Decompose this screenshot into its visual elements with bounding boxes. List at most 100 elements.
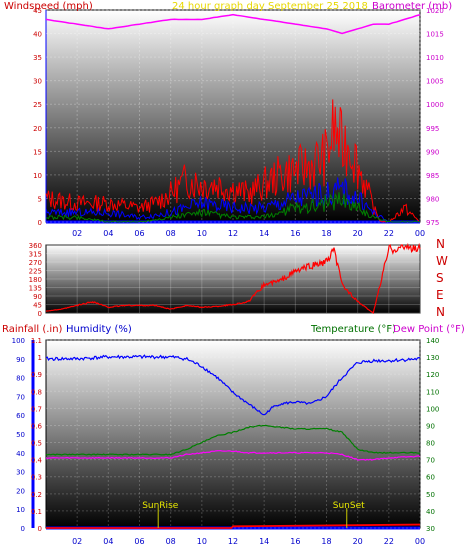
barometer-tick-label: 1005 [426,78,444,86]
windspeed-tick-label: 35 [33,54,42,62]
humidity-series-line [45,354,421,416]
temp-x-tick-label: 18 [321,537,331,546]
windspeed-tick-label: 0 [38,219,42,227]
temperature-tick-label: 140 [426,337,439,345]
wind-x-tick-label: 02 [72,229,82,238]
barometer-tick-label: 985 [426,172,439,180]
compass-label-s: S [436,271,444,285]
direction-tick-label: 225 [29,268,42,276]
barometer-tick-label: 1000 [426,101,444,109]
temperature-tick-label: 120 [426,371,439,379]
wind-x-tick-label: 16 [290,229,300,238]
temperature-tick-label: 90 [426,422,435,430]
direction-tick-label: 135 [29,285,42,293]
direction-tick-label: 360 [29,242,42,250]
temp-x-tick-label: 16 [290,537,300,546]
wind-series-line-gust [45,99,421,223]
barometer-tick-label: 975 [426,219,439,227]
humidity-axis-label: Humidity (%) [66,324,132,335]
rainfall-tick-label: 0.5 [31,440,42,448]
wind-x-tick-label: 06 [134,229,144,238]
wind-x-tick-label: 12 [228,229,238,238]
temperature-tick-label: 50 [426,491,435,499]
wind-x-tick-label: 00 [415,229,425,238]
temperature-tick-label: 70 [426,457,435,465]
wind-x-tick-label: 18 [321,229,331,238]
temp-x-tick-label: 22 [384,537,394,546]
temp-x-tick-label: 04 [103,537,113,546]
direction-tick-label: 315 [29,251,42,259]
wind-x-tick-label: 14 [259,229,269,238]
temperature-tick-label: 30 [426,525,435,533]
barometer-tick-label: 990 [426,148,439,156]
wind-chart-title: 24 hour graph day September 25 2018 [172,1,368,12]
direction-tick-label: 90 [33,293,42,301]
compass-label-e: E [436,288,444,302]
compass-label-n-bottom: N [436,305,445,319]
barometer-tick-label: 1020 [426,7,444,15]
compass-label-n-top: N [436,237,445,251]
windspeed-tick-label: 5 [38,195,42,203]
windspeed-tick-label: 15 [33,148,42,156]
rainfall-tick-label: 0.3 [31,474,42,482]
rainfall-series-line [46,523,421,529]
humidity-tick-label: 40 [16,450,25,458]
wind-x-tick-label: 20 [353,229,363,238]
barometer-tick-label: 1010 [426,54,444,62]
rainfall-tick-label: 0.8 [31,388,42,396]
temperature-series-line [45,424,421,456]
humidity-tick-label: 0 [21,525,25,533]
humidity-tick-label: 80 [16,375,25,383]
direction-tick-label: 45 [33,302,42,310]
temperature-tick-label: 80 [426,440,435,448]
rainfall-tick-label: 0.7 [31,405,42,413]
temp-x-tick-label: 12 [228,537,238,546]
windspeed-tick-label: 45 [33,7,42,15]
humidity-tick-label: 100 [12,337,25,345]
temp-x-tick-label: 00 [415,537,425,546]
barometer-axis-label: Barometer (mb) [372,1,452,12]
barometer-series-line [45,13,421,35]
temp-x-tick-label: 02 [72,537,82,546]
rainfall-tick-label: 0.9 [31,371,42,379]
temp-x-tick-label: 08 [166,537,176,546]
humidity-tick-label: 90 [16,356,25,364]
rainfall-tick-label: 0.6 [31,422,43,430]
compass-label-w: W [436,254,448,268]
barometer-tick-label: 995 [426,125,439,133]
humidity-tick-label: 10 [16,506,25,514]
windspeed-tick-label: 20 [33,125,42,133]
temperature-tick-label: 40 [426,508,435,516]
humidity-tick-label: 20 [16,487,25,495]
wind-series-line-low [45,192,421,223]
windspeed-tick-label: 30 [33,78,42,86]
rainfall-axis-label: Rainfall (.in) [2,324,63,335]
temp-x-tick-label: 14 [259,537,269,546]
windspeed-tick-label: 10 [33,172,42,180]
wind-series-line-average [45,177,421,223]
rainfall-tick-label: 1 [38,354,42,362]
windspeed-axis-label: Windspeed (mph) [4,1,93,12]
sunset-label: SunSet [333,501,365,511]
temp-plot-area [46,340,420,528]
wind-direction-series-line [45,242,421,315]
humidity-tick-label: 50 [16,431,25,439]
temp-x-tick-label: 10 [197,537,207,546]
rainfall-tick-label: 1.1 [31,337,42,345]
temperature-tick-label: 130 [426,354,439,362]
humidity-tick-label: 30 [16,469,25,477]
humidity-tick-label: 70 [16,393,25,401]
direction-tick-label: 180 [29,276,42,284]
windspeed-tick-label: 40 [33,31,42,39]
rainfall-tick-label: 0.2 [31,491,42,499]
rainfall-tick-label: 0.1 [31,508,42,516]
rainfall-tick-label: 0 [38,525,42,533]
wind-x-tick-label: 04 [103,229,113,238]
temp-x-tick-label: 20 [353,537,363,546]
sunrise-label: SunRise [142,501,179,511]
direction-tick-label: 0 [38,310,42,318]
wind-x-tick-label: 22 [384,229,394,238]
barometer-tick-label: 980 [426,195,439,203]
